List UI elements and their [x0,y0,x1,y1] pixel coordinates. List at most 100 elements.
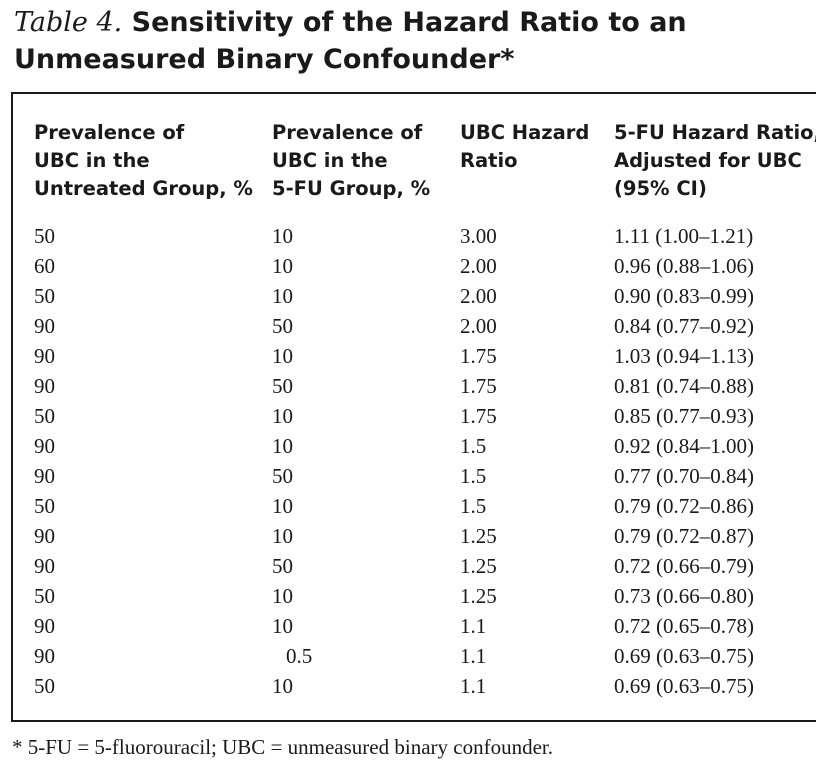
title-text-line-1: Sensitivity of the Hazard Ratio to an [131,7,687,38]
cell-5fu-prevalence: 10 [272,224,293,248]
title-text-line-2: Unmeasured Binary Confounder* [14,44,515,75]
header-line: UBC in the [34,149,150,172]
cell-untreated-prevalence: 90 [34,644,55,668]
cell-ubc-hazard-ratio: 1.75 [460,404,497,428]
title-line-1: Table 4. Sensitivity of the Hazard Ratio… [14,4,804,41]
cell-5fu-prevalence: 50 [272,314,293,338]
header-line: Ratio [460,149,518,172]
header-line: (95% CI) [614,177,707,200]
column-header-ubc-hazard-ratio: UBC Hazard Ratio [460,119,589,175]
header-line: 5-FU Group, % [272,177,431,200]
cell-ubc-hazard-ratio: 1.75 [460,374,497,398]
table-row: 90 50 2.00 0.84 (0.77–0.92) [0,311,816,341]
cell-5fu-prevalence: 10 [272,434,293,458]
cell-untreated-prevalence: 90 [34,344,55,368]
table-row: 90 10 1.25 0.79 (0.72–0.87) [0,521,816,551]
header-line: UBC in the [272,149,388,172]
table-frame [11,92,816,722]
cell-ubc-hazard-ratio: 1.25 [460,584,497,608]
table-row: 90 10 1.75 1.03 (0.94–1.13) [0,341,816,371]
cell-5fu-prevalence: 10 [272,254,293,278]
cell-untreated-prevalence: 50 [34,674,55,698]
cell-untreated-prevalence: 90 [34,554,55,578]
cell-untreated-prevalence: 90 [34,314,55,338]
table-row: 50 10 1.75 0.85 (0.77–0.93) [0,401,816,431]
table-footnote: * 5-FU = 5-fluorouracil; UBC = unmeasure… [12,735,553,759]
table-row: 50 10 1.25 0.73 (0.66–0.80) [0,581,816,611]
cell-adjusted-hazard-ratio: 0.79 (0.72–0.87) [614,524,754,548]
table-title: Table 4. Sensitivity of the Hazard Ratio… [14,4,804,78]
cell-5fu-prevalence: 10 [272,404,293,428]
table-row: 90 50 1.25 0.72 (0.66–0.79) [0,551,816,581]
cell-ubc-hazard-ratio: 1.5 [460,494,487,518]
table-body: 50 10 3.00 1.11 (1.00–1.21) 60 10 2.00 0… [0,221,816,701]
cell-untreated-prevalence: 90 [34,524,55,548]
cell-untreated-prevalence: 90 [34,374,55,398]
cell-adjusted-hazard-ratio: 0.69 (0.63–0.75) [614,674,754,698]
cell-untreated-prevalence: 50 [34,404,55,428]
cell-ubc-hazard-ratio: 1.75 [460,344,497,368]
table-row: 90 50 1.5 0.77 (0.70–0.84) [0,461,816,491]
cell-ubc-hazard-ratio: 1.1 [460,644,487,668]
cell-ubc-hazard-ratio: 1.1 [460,614,487,638]
cell-adjusted-hazard-ratio: 0.96 (0.88–1.06) [614,254,754,278]
cell-adjusted-hazard-ratio: 1.11 (1.00–1.21) [614,224,754,248]
cell-adjusted-hazard-ratio: 0.77 (0.70–0.84) [614,464,754,488]
cell-5fu-prevalence: 10 [272,524,293,548]
header-line: Adjusted for UBC [614,149,802,172]
table-label: Table 4. [14,7,123,38]
cell-untreated-prevalence: 90 [34,614,55,638]
cell-adjusted-hazard-ratio: 1.03 (0.94–1.13) [614,344,754,368]
header-line: 5-FU Hazard Ratio, [614,121,816,144]
cell-5fu-prevalence: 50 [272,554,293,578]
cell-5fu-prevalence: 10 [272,614,293,638]
cell-ubc-hazard-ratio: 1.1 [460,674,487,698]
cell-ubc-hazard-ratio: 2.00 [460,314,497,338]
column-header-5fu-prevalence: Prevalence of UBC in the 5-FU Group, % [272,119,430,203]
cell-adjusted-hazard-ratio: 0.79 (0.72–0.86) [614,494,754,518]
table-row: 50 10 3.00 1.11 (1.00–1.21) [0,221,816,251]
table-row: 50 10 1.1 0.69 (0.63–0.75) [0,671,816,701]
cell-untreated-prevalence: 90 [34,464,55,488]
cell-5fu-prevalence: 10 [272,674,293,698]
header-line: Prevalence of [34,121,185,144]
header-line: Untreated Group, % [34,177,253,200]
cell-ubc-hazard-ratio: 1.25 [460,554,497,578]
cell-adjusted-hazard-ratio: 0.84 (0.77–0.92) [614,314,754,338]
cell-adjusted-hazard-ratio: 0.90 (0.83–0.99) [614,284,754,308]
cell-ubc-hazard-ratio: 2.00 [460,284,497,308]
cell-5fu-prevalence: 50 [272,464,293,488]
table-row: 50 10 2.00 0.90 (0.83–0.99) [0,281,816,311]
table-row: 90 50 1.75 0.81 (0.74–0.88) [0,371,816,401]
column-header-untreated-prevalence: Prevalence of UBC in the Untreated Group… [34,119,253,203]
cell-adjusted-hazard-ratio: 0.73 (0.66–0.80) [614,584,754,608]
cell-untreated-prevalence: 50 [34,584,55,608]
cell-ubc-hazard-ratio: 1.25 [460,524,497,548]
cell-adjusted-hazard-ratio: 0.69 (0.63–0.75) [614,644,754,668]
table-row: 90 0.5 1.1 0.69 (0.63–0.75) [0,641,816,671]
cell-adjusted-hazard-ratio: 0.92 (0.84–1.00) [614,434,754,458]
cell-adjusted-hazard-ratio: 0.85 (0.77–0.93) [614,404,754,428]
cell-5fu-prevalence: 10 [272,584,293,608]
cell-5fu-prevalence: 10 [272,344,293,368]
table-row: 90 10 1.1 0.72 (0.65–0.78) [0,611,816,641]
table-row: 90 10 1.5 0.92 (0.84–1.00) [0,431,816,461]
cell-untreated-prevalence: 50 [34,224,55,248]
cell-untreated-prevalence: 50 [34,284,55,308]
cell-5fu-prevalence: 0.5 [286,644,313,668]
cell-ubc-hazard-ratio: 2.00 [460,254,497,278]
table-row: 50 10 1.5 0.79 (0.72–0.86) [0,491,816,521]
column-header-adjusted-hazard-ratio: 5-FU Hazard Ratio, Adjusted for UBC (95%… [614,119,816,203]
cell-adjusted-hazard-ratio: 0.72 (0.65–0.78) [614,614,754,638]
cell-untreated-prevalence: 50 [34,494,55,518]
cell-untreated-prevalence: 90 [34,434,55,458]
cell-5fu-prevalence: 50 [272,374,293,398]
cell-adjusted-hazard-ratio: 0.72 (0.66–0.79) [614,554,754,578]
cell-ubc-hazard-ratio: 1.5 [460,434,487,458]
cell-ubc-hazard-ratio: 1.5 [460,464,487,488]
cell-adjusted-hazard-ratio: 0.81 (0.74–0.88) [614,374,754,398]
cell-ubc-hazard-ratio: 3.00 [460,224,497,248]
header-line: Prevalence of [272,121,423,144]
cell-5fu-prevalence: 10 [272,284,293,308]
cell-5fu-prevalence: 10 [272,494,293,518]
